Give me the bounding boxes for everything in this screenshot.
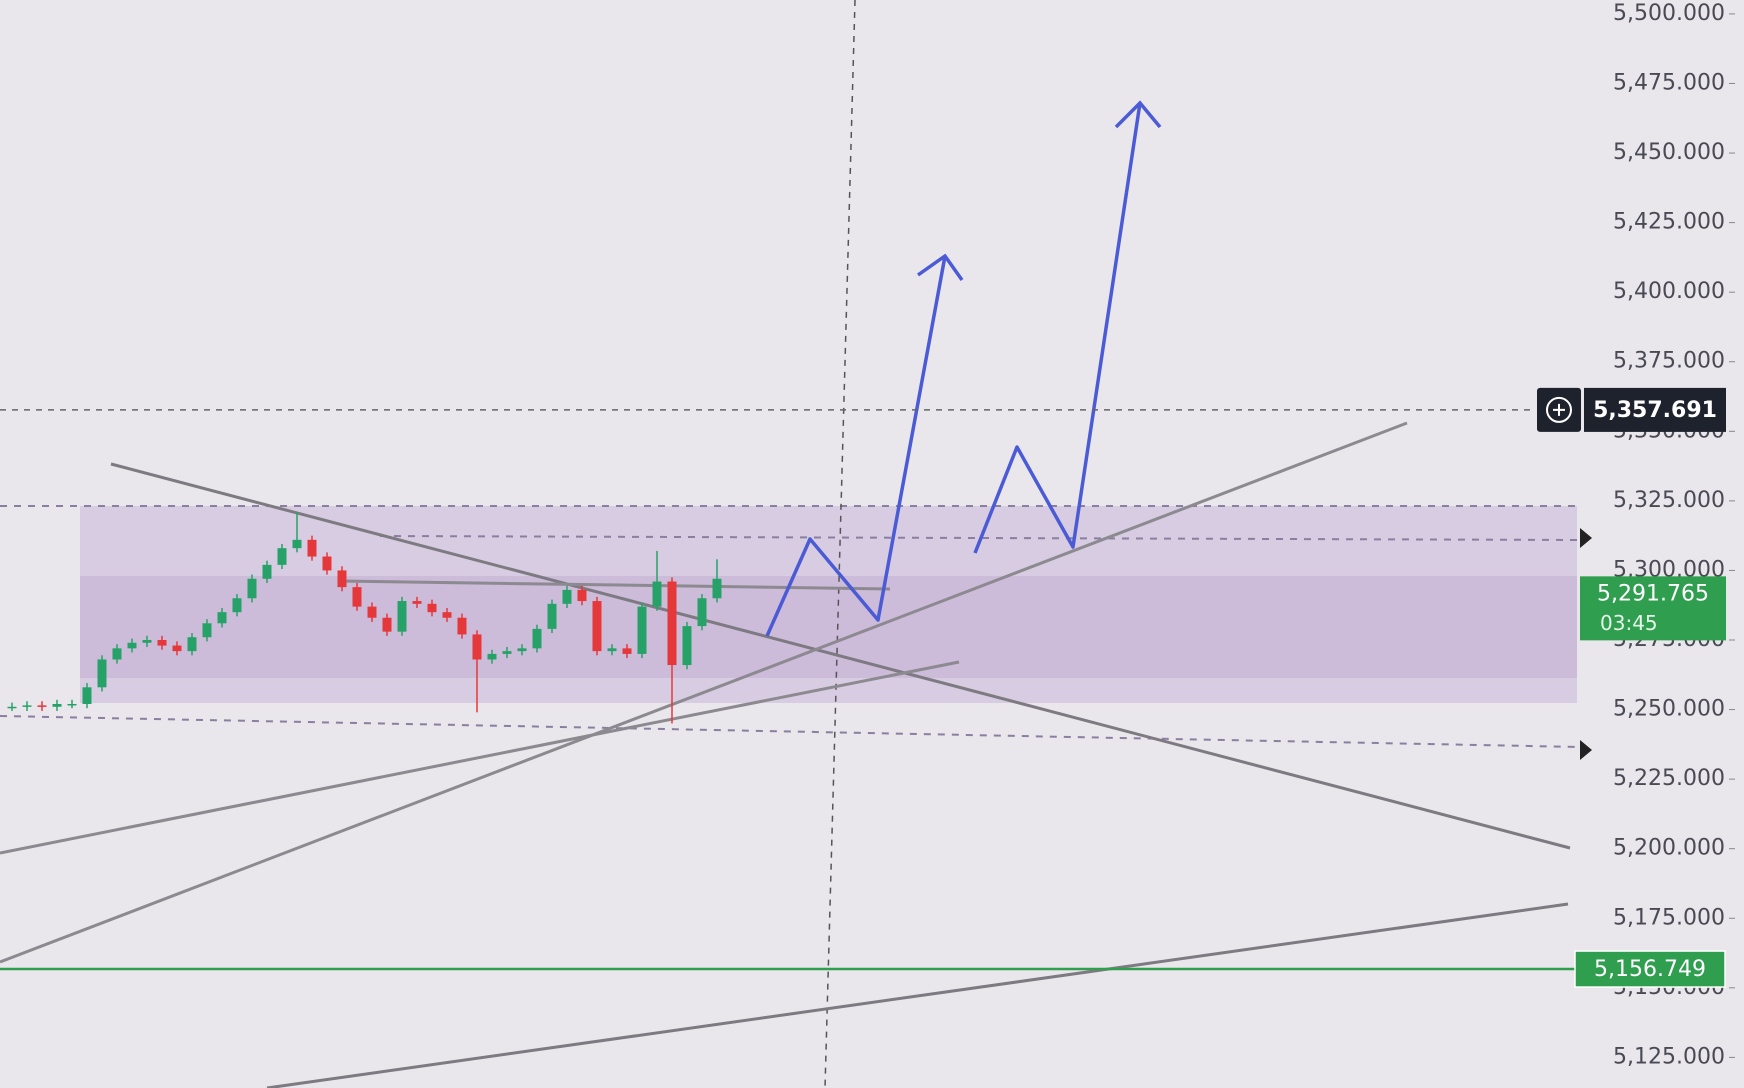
candle-body xyxy=(607,648,617,652)
candle-body xyxy=(667,581,677,666)
candle-body xyxy=(367,606,377,618)
candle-body xyxy=(232,598,242,613)
y-tick-label: 5,450.000 xyxy=(1613,140,1725,165)
candle-body xyxy=(157,640,167,646)
zone-lower-dash xyxy=(0,715,1581,748)
drawings xyxy=(0,0,1592,1088)
candle-body xyxy=(307,539,317,557)
candle-body xyxy=(262,564,272,579)
crosshair-plus-icon xyxy=(1546,396,1572,423)
level-badge xyxy=(1574,950,1726,988)
candle-body xyxy=(352,587,362,607)
projection-arrowhead xyxy=(916,253,964,282)
candle-body xyxy=(622,648,632,654)
candle-body xyxy=(562,589,572,604)
candle-body xyxy=(322,556,332,571)
candle-body xyxy=(652,581,662,607)
projection-path xyxy=(973,102,1142,554)
range-zone xyxy=(80,506,1577,703)
y-tick-label: 5,400.000 xyxy=(1613,279,1725,304)
candle-body xyxy=(52,704,62,707)
y-tick-label: 5,500.000 xyxy=(1613,1,1725,26)
y-tick-label: 5,325.000 xyxy=(1613,488,1725,513)
candle-body xyxy=(637,606,647,654)
trend-line xyxy=(0,421,1408,964)
trend-line xyxy=(266,902,1569,1088)
candle-body xyxy=(82,687,92,704)
candle-body xyxy=(172,645,182,652)
projection-arrowhead xyxy=(1114,100,1162,129)
candle-body xyxy=(202,623,212,638)
candle-body xyxy=(502,651,512,654)
y-tick-label: 5,475.000 xyxy=(1613,70,1725,95)
y-tick-label: 5,375.000 xyxy=(1613,349,1725,374)
horizontal-ray xyxy=(338,579,891,591)
candle-body xyxy=(592,601,602,652)
crosshair-vertical xyxy=(824,0,856,1088)
candle-body xyxy=(67,704,77,706)
candle-body xyxy=(397,601,407,632)
trend-line xyxy=(0,660,960,855)
projection-path xyxy=(765,255,947,637)
last-price: 5,291.765 xyxy=(1597,581,1709,606)
countdown: 03:45 xyxy=(1600,611,1658,635)
candle-body xyxy=(682,626,692,666)
y-tick-label: 5,200.000 xyxy=(1613,836,1725,861)
candle-body xyxy=(97,659,107,688)
candle-body xyxy=(7,706,17,709)
candle-body xyxy=(442,612,452,618)
y-tick-label: 5,175.000 xyxy=(1613,905,1725,930)
candle-body xyxy=(142,640,152,643)
candle-body xyxy=(22,705,32,707)
zone-upper-dash xyxy=(379,535,1581,541)
trend-line xyxy=(110,462,1571,850)
crosshair-badge xyxy=(1584,387,1726,432)
range-core xyxy=(80,576,1577,678)
y-tick-label: 5,425.000 xyxy=(1613,210,1725,235)
candle-body xyxy=(487,653,497,660)
candle-body xyxy=(37,705,47,707)
y-tick-label: 5,125.000 xyxy=(1613,1044,1725,1069)
candle-body xyxy=(187,637,197,652)
zone-handle xyxy=(1580,740,1592,760)
candle-body xyxy=(382,617,392,632)
candle-body xyxy=(127,642,137,649)
crosshair-price: 5,357.691 xyxy=(1593,398,1717,423)
y-tick-label: 5,250.000 xyxy=(1613,697,1725,722)
last-price-badge xyxy=(1580,576,1726,641)
candle-body xyxy=(337,570,347,588)
candle-body xyxy=(472,634,482,660)
candle-body xyxy=(292,539,302,549)
level-price: 5,156.749 xyxy=(1594,957,1706,982)
candle-body xyxy=(247,578,257,599)
candle-body xyxy=(277,548,287,565)
candle-body xyxy=(697,598,707,627)
candle-body xyxy=(217,612,227,624)
y-tick-label: 5,225.000 xyxy=(1613,766,1725,791)
candle-body xyxy=(412,601,422,604)
candle-body xyxy=(427,603,437,613)
zone-handle xyxy=(1580,528,1592,548)
candle-body xyxy=(547,603,557,629)
candle-body xyxy=(577,589,587,602)
candle-body xyxy=(457,617,467,635)
candle-body xyxy=(712,578,722,599)
candle-body xyxy=(517,648,527,652)
candle-body xyxy=(112,648,122,660)
crosshair-plus-icon xyxy=(1553,403,1565,416)
candle-body xyxy=(532,628,542,649)
